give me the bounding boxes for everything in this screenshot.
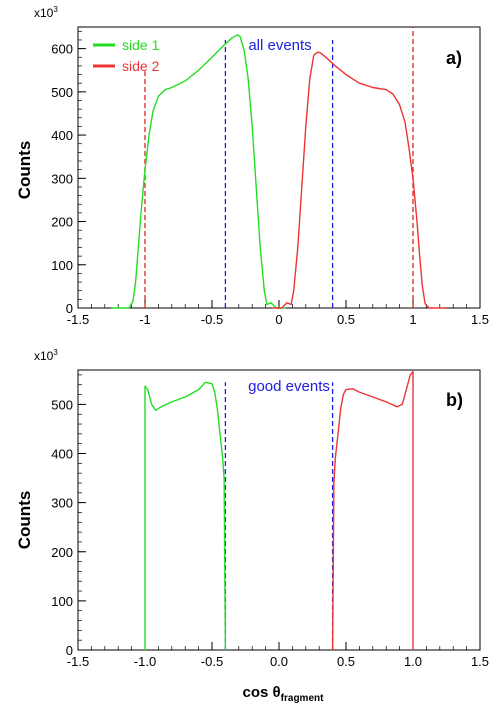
y-axis-label-b: Counts bbox=[15, 491, 34, 550]
x-ticks-b: -1.5 -1.0 -0.5 0.0 0.5 1.0 1.5 bbox=[67, 642, 489, 669]
x-tick-label: 1.5 bbox=[471, 312, 489, 327]
y-tick-label: 200 bbox=[51, 215, 73, 230]
y-tick-label: 300 bbox=[51, 171, 73, 186]
x-axis-label: cos θfragment bbox=[243, 684, 325, 704]
legend-label-side-1: side 1 bbox=[122, 37, 160, 53]
x-tick-label: -1.5 bbox=[67, 654, 89, 669]
annotation-good-events: good events bbox=[248, 378, 330, 395]
panel-label-b: b) bbox=[446, 390, 463, 410]
panel-a: x103 Counts 0 100 200 300 400 500 600 -1.5 -1 -0… bbox=[15, 5, 489, 327]
y-axis-label-a: Counts bbox=[15, 141, 34, 200]
y-tick-label: 400 bbox=[51, 447, 73, 462]
series-b bbox=[144, 370, 414, 651]
x-tick-label: 1.5 bbox=[471, 654, 489, 669]
x-tick-label: -1 bbox=[139, 312, 151, 327]
series-a bbox=[111, 34, 447, 309]
x-tick-label: 1.0 bbox=[404, 654, 422, 669]
plot-frame-b bbox=[77, 369, 481, 651]
x-tick-label: -0.5 bbox=[201, 312, 223, 327]
y-multiplier-b: x103 bbox=[34, 348, 58, 363]
vlines-a bbox=[144, 27, 414, 308]
y-tick-label: 200 bbox=[51, 545, 73, 560]
x-tick-label: 1 bbox=[409, 312, 416, 327]
series-line-2 bbox=[272, 51, 447, 309]
series-line-2 bbox=[331, 370, 414, 651]
vlines-b bbox=[224, 382, 334, 650]
y-tick-label: 500 bbox=[51, 397, 73, 412]
panel-b: x103 Counts 0 100 200 300 400 500 -1.5 -1.0 -0.… bbox=[15, 348, 489, 669]
legend-a: side 1 side 2 bbox=[93, 37, 160, 74]
y-tick-label: 400 bbox=[51, 128, 73, 143]
x-tick-label: -0.5 bbox=[201, 654, 223, 669]
x-tick-label: 0 bbox=[275, 312, 282, 327]
panel-label-a: a) bbox=[446, 48, 462, 68]
y-tick-label: 100 bbox=[51, 258, 73, 273]
y-tick-label: 600 bbox=[51, 42, 73, 57]
y-ticks-a: 0 100 200 300 400 500 600 bbox=[51, 30, 86, 316]
x-ticks-a: -1.5 -1 -0.5 0 0.5 1 1.5 bbox=[67, 300, 489, 327]
x-tick-label: 0.0 bbox=[270, 654, 288, 669]
y-tick-label: 0 bbox=[66, 301, 73, 316]
legend-label-side-2: side 2 bbox=[122, 58, 160, 74]
x-tick-label: -1.5 bbox=[67, 312, 89, 327]
x-tick-label: -1.0 bbox=[134, 654, 156, 669]
series-line-1 bbox=[111, 34, 286, 309]
y-ticks-b: 0 100 200 300 400 500 bbox=[51, 374, 86, 658]
y-tick-label: 0 bbox=[66, 643, 73, 658]
y-tick-label: 500 bbox=[51, 85, 73, 100]
y-tick-label: 300 bbox=[51, 496, 73, 511]
series-line-1 bbox=[144, 381, 227, 651]
annotation-all-events: all events bbox=[248, 37, 311, 54]
x-tick-label: 0.5 bbox=[337, 312, 355, 327]
x-tick-label: 0.5 bbox=[337, 654, 355, 669]
y-tick-label: 100 bbox=[51, 594, 73, 609]
y-multiplier-a: x103 bbox=[34, 5, 58, 20]
